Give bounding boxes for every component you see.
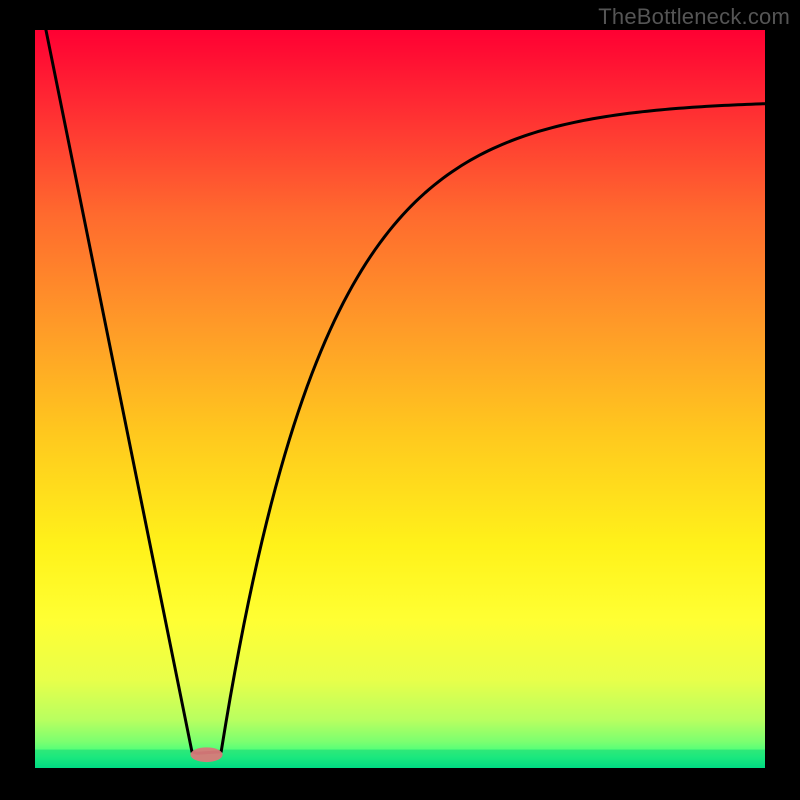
chart-container: TheBottleneck.com	[0, 0, 800, 800]
watermark-text: TheBottleneck.com	[598, 4, 790, 30]
plot-gradient-background	[35, 30, 765, 768]
plot-area	[35, 30, 765, 768]
optimal-point-marker	[190, 747, 222, 762]
baseline-band	[35, 750, 765, 768]
bottleneck-chart	[0, 0, 800, 800]
